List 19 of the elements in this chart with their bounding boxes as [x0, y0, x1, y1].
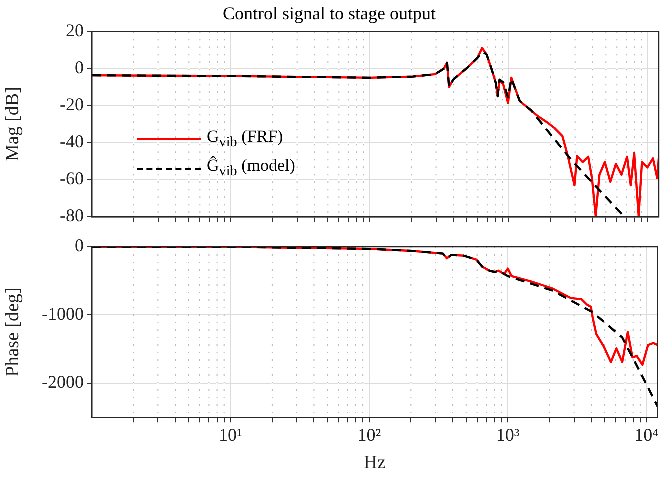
- y-tick-label: -20: [60, 94, 84, 114]
- y-tick-label: -40: [60, 132, 84, 152]
- y-tick-label: 20: [66, 20, 84, 40]
- y-axis-title: Phase [deg]: [2, 288, 24, 377]
- x-tick-label: 10⁴: [634, 425, 659, 446]
- y-tick-label: -60: [60, 168, 84, 189]
- y-tick-label: -1000: [42, 304, 84, 324]
- legend-label: G$_{vib}$ (FRF): [207, 126, 284, 152]
- x-tick-label: 10³: [496, 425, 520, 446]
- x-tick-label: 10¹: [219, 425, 242, 446]
- x-tick-label: 10²: [358, 425, 382, 446]
- legend-label: Ĝ$_{vib}$ (model): [207, 155, 296, 182]
- y-tick-label: -2000: [42, 372, 84, 392]
- x-axis-title: Hz: [364, 452, 386, 474]
- y-tick-label: 0: [75, 236, 84, 256]
- y-tick-label: -80: [60, 206, 84, 226]
- y-tick-label: 0: [75, 57, 84, 78]
- y-axis-title: Mag [dB]: [2, 87, 24, 162]
- chart-title: Control signal to stage output: [223, 4, 436, 24]
